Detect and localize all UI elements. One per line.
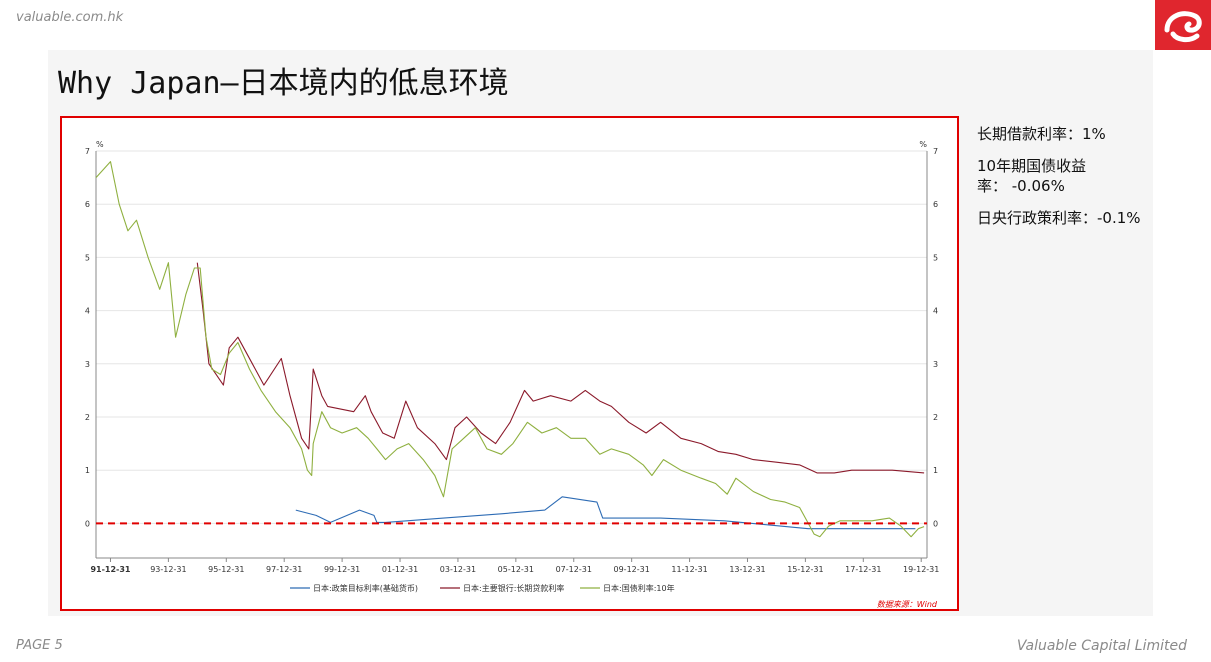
legend-label-0: 日本:政策目标利率(基础货币): [313, 583, 418, 593]
x-tick-label-0: 91-12-31: [90, 565, 130, 574]
y-tick-right-0: 0: [933, 519, 938, 528]
series-line-jgb: [95, 161, 925, 538]
y-tick-left-7: 7: [85, 147, 90, 156]
x-tick-label-2: 95-12-31: [208, 565, 244, 574]
x-tick-label-13: 17-12-31: [845, 565, 881, 574]
x-tick-label-14: 19-12-31: [903, 565, 939, 574]
key-rates-panel: 长期借款利率：1% 10年期国债收益率： -0.06% 日央行政策利率：-0.1…: [977, 124, 1147, 240]
x-tick-label-4: 99-12-31: [324, 565, 360, 574]
y-tick-right-4: 4: [933, 307, 938, 316]
y-tick-right-5: 5: [933, 253, 938, 262]
x-tick-label-7: 05-12-31: [498, 565, 534, 574]
y-tick-right-6: 6: [933, 200, 938, 209]
line-chart: 0 0 1 1 2 2 3 3 4 4 5 5 6 6 7 7% % 91-12-31 93-12-31 95-12-…: [85, 140, 939, 609]
series-line-policy: [295, 496, 916, 530]
series-line-loan: [196, 262, 925, 474]
loan-rate-text: 长期借款利率：1%: [977, 125, 1106, 143]
x-tick-label-8: 07-12-31: [556, 565, 592, 574]
policy-rate-text: 日央行政策利率：-0.1%: [977, 209, 1141, 227]
company-name: Valuable Capital Limited: [1016, 638, 1187, 654]
chart-frame: 0 0 1 1 2 2 3 3 4 4 5 5 6 6 7 7%% 91-12-31 93-12-31 95-12-…: [60, 116, 959, 611]
y-tick-left-6: 6: [85, 200, 90, 209]
x-tick-label-10: 11-12-31: [671, 565, 707, 574]
y-tick-left-2: 2: [85, 413, 90, 422]
logo-mark-icon: [1164, 11, 1202, 43]
page-title: Why Japan—日本境内的低息环境: [58, 66, 509, 101]
source-note: 数据来源：Wind: [877, 600, 938, 609]
y-axis-unit-right: %: [919, 140, 927, 149]
y-tick-right-7: 7: [933, 147, 938, 156]
x-tick-label-11: 13-12-31: [729, 565, 765, 574]
x-tick-label-1: 93-12-31: [150, 565, 186, 574]
x-tick-label-6: 03-12-31: [440, 565, 476, 574]
y-tick-left-0: 0: [85, 519, 90, 528]
page-number: PAGE 5: [16, 638, 63, 653]
brand-logo: [1155, 0, 1211, 50]
site-url: valuable.com.hk: [16, 10, 124, 25]
jgb-yield-text: 10年期国债收益率： -0.06%: [977, 157, 1087, 195]
legend-label-1: 日本:主要银行:长期贷款利率: [463, 583, 564, 593]
y-tick-right-2: 2: [933, 413, 938, 422]
y-tick-left-1: 1: [85, 466, 90, 475]
x-tick-label-3: 97-12-31: [266, 565, 302, 574]
y-tick-left-5: 5: [85, 253, 90, 262]
y-tick-left-3: 3: [85, 360, 90, 369]
y-tick-right-3: 3: [933, 360, 938, 369]
legend-label-2: 日本:国债利率:10年: [603, 583, 675, 593]
y-axis-unit-left: %: [96, 140, 104, 149]
y-tick-left-4: 4: [85, 307, 90, 316]
y-tick-right-1: 1: [933, 466, 938, 475]
x-tick-label-9: 09-12-31: [614, 565, 650, 574]
x-tick-label-12: 15-12-31: [787, 565, 823, 574]
x-tick-label-5: 01-12-31: [382, 565, 418, 574]
